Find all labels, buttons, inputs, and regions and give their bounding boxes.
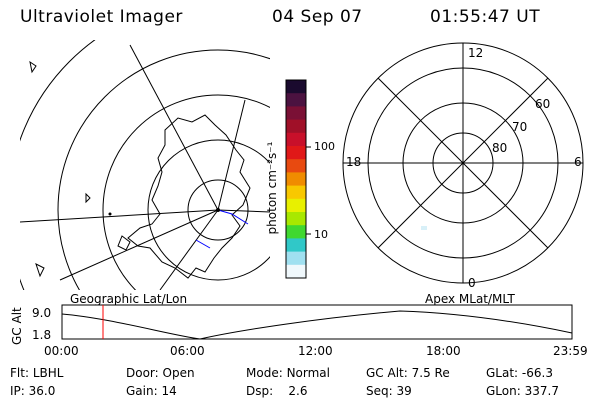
colorbar-band	[286, 198, 306, 213]
colorbar-band	[286, 185, 306, 200]
info-glat: GLat: -66.3	[486, 366, 553, 380]
lon-line	[159, 209, 219, 290]
lon-line	[217, 99, 246, 211]
info-gc-alt: GC Alt: 7.5 Re	[366, 366, 450, 380]
lat-circle	[187, 179, 249, 241]
orbit-y-max: 9.0	[32, 306, 52, 320]
mlt-0-label: 0	[468, 276, 476, 290]
mlat-80-label: 80	[492, 141, 508, 155]
colorbar-band	[286, 106, 306, 121]
info-ip: IP: 36.0	[10, 384, 56, 398]
colorbar-tick-10: 10	[314, 228, 328, 241]
time-label: 01:55:47 UT	[430, 7, 541, 27]
lat-circle	[102, 94, 270, 290]
colorbar-band	[286, 251, 306, 266]
colorbar-band	[286, 172, 306, 187]
orbit-x-tick: 00:00	[44, 344, 79, 358]
lat-circle	[147, 139, 270, 281]
orbit-y-axis-label: GC Alt	[10, 307, 24, 345]
colorbar-band	[286, 93, 306, 107]
emission-pixel	[421, 226, 427, 230]
coastline	[127, 114, 251, 279]
orbit-y-min: 1.8	[32, 328, 52, 342]
info-flt: Flt: LBHL	[10, 366, 64, 380]
orbit-plot-frame	[61, 304, 573, 340]
instrument-title: Ultraviolet Imager	[20, 7, 183, 27]
coastline	[117, 235, 131, 251]
orbit-altitude-curve	[61, 310, 573, 340]
colorbar-frame	[285, 79, 307, 279]
mlat-60-label: 60	[535, 97, 551, 111]
mlt-6-label: 6	[574, 155, 582, 169]
site-marker	[108, 212, 112, 216]
mlt-diagonal	[377, 77, 549, 249]
coastline	[29, 60, 37, 74]
orbit-x-tick: 12:00	[298, 344, 333, 358]
pole-marker	[216, 208, 220, 212]
colorbar-band	[286, 238, 306, 253]
footprint-track	[217, 209, 249, 225]
coastline	[85, 192, 91, 204]
colorbar-band	[286, 119, 306, 134]
colorbar-band	[286, 225, 306, 239]
info-dsp: Dsp: 2.6	[246, 384, 308, 398]
lon-line	[20, 209, 219, 223]
footprint-track	[195, 239, 211, 249]
mlt-18-label: 18	[346, 155, 362, 169]
info-gain: Gain: 14	[126, 384, 177, 398]
lon-line	[217, 209, 270, 213]
mlat-70-label: 70	[512, 120, 528, 134]
colorbar-band	[286, 80, 306, 94]
info-mode: Mode: Normal	[246, 366, 330, 380]
geographic-label: Geographic Lat/Lon	[70, 292, 188, 306]
colorbar-band	[286, 159, 306, 173]
orbit-x-tick: 23:59	[553, 344, 588, 358]
orbit-x-tick: 06:00	[170, 344, 205, 358]
colorbar-band	[286, 212, 306, 226]
lon-line	[129, 44, 219, 211]
lat-circle	[57, 49, 270, 290]
coastline	[35, 263, 45, 278]
colorbar-band	[286, 264, 306, 279]
colorbar-band	[286, 132, 306, 147]
orbit-x-tick: 18:00	[426, 344, 461, 358]
info-glon: GLon: 337.7	[486, 384, 559, 398]
info-seq: Seq: 39	[366, 384, 412, 398]
info-door: Door: Open	[126, 366, 195, 380]
apex-label: Apex MLat/MLT	[425, 292, 515, 306]
colorbar-band	[286, 146, 306, 160]
colorbar-gradient	[286, 80, 306, 279]
colorbar-tick-100: 100	[314, 140, 335, 153]
lon-line	[59, 209, 219, 281]
mlt-12-label: 12	[468, 46, 484, 60]
date-label: 04 Sep 07	[272, 7, 363, 27]
